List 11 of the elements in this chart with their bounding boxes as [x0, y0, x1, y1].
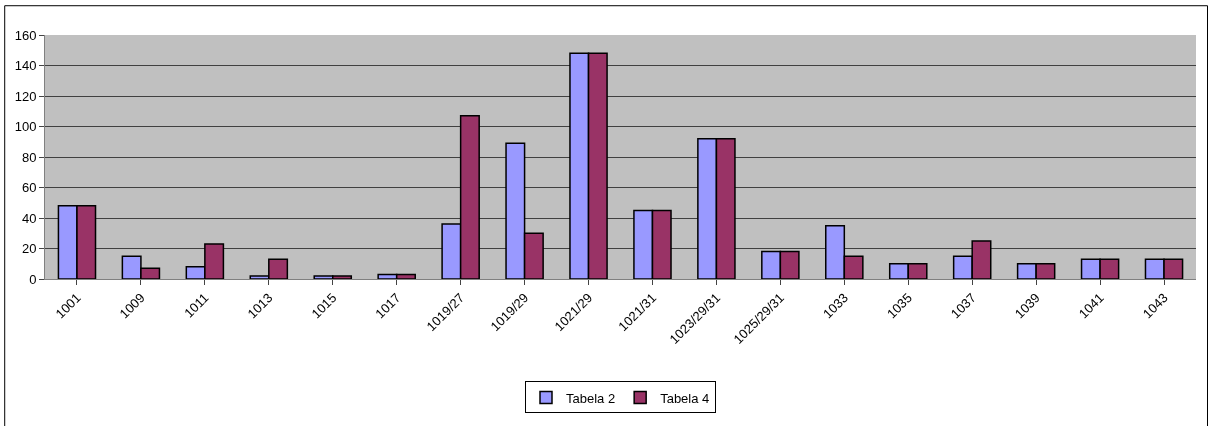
- y-tick-label: 140: [14, 58, 37, 74]
- y-tick-label: 20: [21, 241, 37, 257]
- y-tick-label: 160: [14, 27, 37, 43]
- y-tick-label: 0: [29, 271, 37, 287]
- legend-label: Tabela 4: [660, 390, 710, 406]
- y-tick-label: 120: [14, 88, 37, 104]
- y-tick-label: 40: [21, 210, 37, 226]
- y-tick-label: 80: [21, 149, 37, 165]
- y-tick-label: 60: [21, 180, 37, 196]
- y-tick-label: 100: [14, 119, 37, 135]
- legend-label: Tabela 2: [566, 390, 616, 406]
